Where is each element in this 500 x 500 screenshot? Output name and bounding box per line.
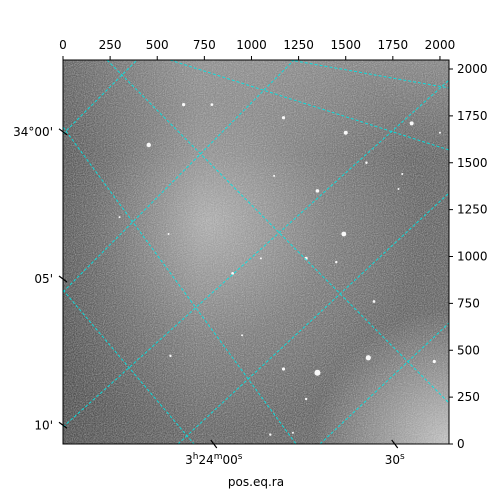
point-source [343, 130, 348, 135]
point-source [335, 260, 338, 264]
coordinate-grid [63, 60, 449, 444]
point-source [182, 103, 186, 107]
dec-tick-label: 10' [34, 418, 53, 432]
y-tick-label: 1750 [457, 109, 488, 123]
grid-line [289, 60, 449, 89]
astronomical-image [63, 60, 449, 444]
dec-axis: 34°00' 05' 10' [13, 125, 68, 432]
ra-axis: 3h24m00s 30s [185, 439, 405, 467]
y-tick-label: 1250 [457, 203, 488, 217]
point-source [315, 189, 320, 193]
x-axis-label: pos.eq.ra [228, 475, 284, 489]
y-tick-label: 500 [457, 343, 480, 357]
point-source [281, 367, 286, 371]
point-source [273, 174, 276, 177]
dec-tick-label: 34°00' [13, 125, 53, 139]
grid-line [63, 60, 138, 135]
grid-line [319, 322, 449, 444]
point-source [438, 131, 441, 134]
point-source [231, 271, 235, 275]
dec-tick-mark [58, 275, 68, 283]
x-tick-label: 1000 [236, 38, 267, 52]
x-tick-label: 1750 [378, 38, 409, 52]
point-source [269, 433, 272, 436]
point-source [365, 355, 371, 361]
plot-frame [62, 59, 450, 445]
y-tick-label: 750 [457, 296, 480, 310]
point-source [169, 354, 172, 358]
point-source [291, 431, 294, 434]
point-source [146, 142, 151, 148]
pixel-y-axis: 0 250 500 750 1000 1250 1500 1750 2000 [449, 62, 488, 451]
point-source [341, 231, 347, 237]
y-tick-label: 2000 [457, 62, 488, 76]
dec-tick-label: 05' [34, 272, 53, 286]
x-tick-label: 2000 [425, 38, 456, 52]
ra-tick-label: 3h24m00s [185, 452, 243, 467]
x-tick-label: 0 [59, 38, 67, 52]
grid-line [63, 289, 195, 444]
y-tick-label: 0 [457, 437, 465, 451]
x-tick-label: 250 [99, 38, 122, 52]
ra-tick-mark [391, 439, 399, 449]
grid-line [63, 60, 295, 293]
point-source [401, 173, 404, 175]
y-tick-label: 250 [457, 390, 480, 404]
point-source [281, 116, 286, 120]
point-source [241, 334, 244, 337]
pixel-x-axis: 0 250 500 750 1000 1250 1500 1750 2000 [59, 38, 455, 60]
grid-line [63, 126, 297, 444]
point-source [304, 397, 308, 401]
image-noise [63, 60, 449, 444]
point-source [259, 257, 262, 260]
grid-line [177, 192, 449, 444]
x-tick-label: 750 [193, 38, 216, 52]
point-source [372, 300, 376, 303]
point-source [409, 121, 414, 126]
x-tick-label: 1500 [330, 38, 361, 52]
ra-tick-mark [210, 439, 218, 449]
point-source [210, 103, 214, 107]
dec-tick-mark [58, 421, 68, 429]
grid-line [63, 79, 449, 428]
y-tick-label: 1500 [457, 156, 488, 170]
grid-line [106, 60, 449, 404]
point-source [397, 188, 400, 190]
point-source [167, 233, 170, 235]
point-source [314, 369, 321, 376]
point-sources [118, 103, 441, 436]
point-source [432, 359, 436, 364]
x-tick-label: 500 [146, 38, 169, 52]
y-tick-label: 1000 [457, 250, 488, 264]
point-source [118, 216, 121, 219]
dec-tick-mark [58, 128, 68, 136]
x-tick-label: 1250 [283, 38, 314, 52]
grid-line [169, 60, 449, 151]
point-source [365, 161, 368, 164]
ra-tick-label: 30s [385, 452, 405, 467]
